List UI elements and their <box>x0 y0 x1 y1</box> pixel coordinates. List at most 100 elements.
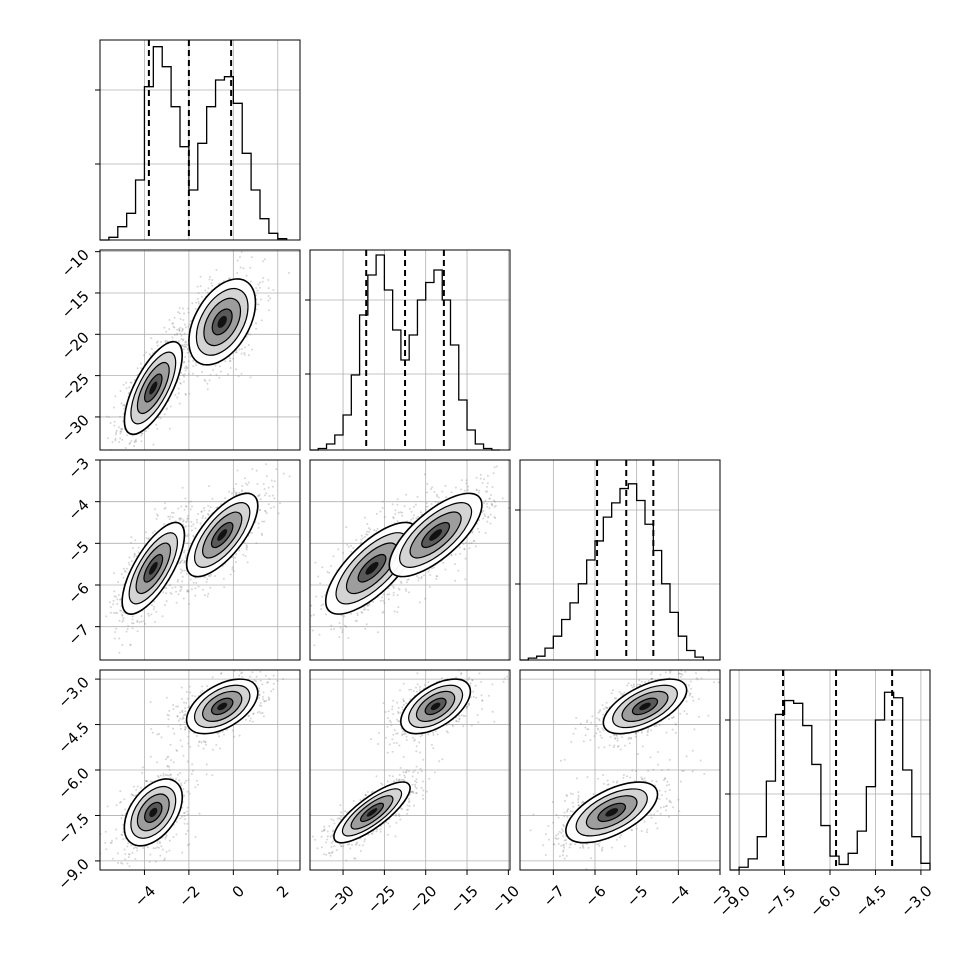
scatter-point <box>113 424 116 427</box>
scatter-point <box>470 542 473 545</box>
scatter-point <box>387 598 390 601</box>
scatter-point <box>186 813 189 816</box>
scatter-point <box>127 856 130 859</box>
scatter-point <box>121 438 124 441</box>
scatter-point <box>117 852 119 855</box>
scatter-point <box>179 318 182 320</box>
scatter-point <box>137 551 140 554</box>
scatter-point <box>183 551 186 554</box>
scatter-point <box>477 527 479 530</box>
scatter-point <box>166 340 169 343</box>
scatter-panel-1-0 <box>95 249 301 451</box>
scatter-point <box>423 473 426 476</box>
scatter-point <box>179 518 181 521</box>
scatter-point <box>166 765 169 768</box>
scatter-point <box>117 861 119 864</box>
scatter-point <box>106 437 109 440</box>
density-peak <box>429 529 443 541</box>
scatter-point <box>168 849 171 852</box>
scatter-point <box>117 426 120 429</box>
scatter-point <box>468 542 471 545</box>
scatter-point <box>183 343 186 346</box>
scatter-point <box>330 624 333 627</box>
scatter-point <box>233 490 236 493</box>
scatter-point <box>177 705 179 708</box>
scatter-point <box>156 733 159 736</box>
scatter-point <box>333 628 335 630</box>
scatter-point <box>171 516 174 519</box>
scatter-point <box>133 441 136 444</box>
scatter-point <box>218 365 221 368</box>
scatter-point <box>133 444 135 447</box>
scatter-point <box>420 576 423 578</box>
scatter-point <box>251 348 254 351</box>
scatter-point <box>315 595 318 598</box>
scatter-point <box>156 775 159 777</box>
scatter-point <box>184 326 187 329</box>
scatter-point <box>408 507 411 510</box>
scatter-point <box>113 572 116 575</box>
scatter-point <box>184 556 187 559</box>
scatter-point <box>140 367 143 370</box>
scatter-point <box>240 490 243 493</box>
scatter-point <box>163 523 166 526</box>
scatter-point <box>321 595 324 598</box>
scatter-point <box>190 588 193 591</box>
scatter-point <box>183 373 186 376</box>
scatter-point <box>169 405 172 408</box>
scatter-point <box>325 613 328 616</box>
scatter-point <box>177 392 180 395</box>
scatter-point <box>259 670 262 673</box>
scatter-point <box>131 622 134 625</box>
scatter-point <box>492 472 495 475</box>
histogram-step <box>730 691 931 871</box>
scatter-point <box>186 822 189 825</box>
scatter-point <box>130 541 132 544</box>
scatter-point <box>205 773 208 776</box>
scatter-point <box>156 514 159 517</box>
scatter-point <box>182 754 185 757</box>
scatter-point <box>182 380 185 383</box>
scatter-point <box>183 822 186 825</box>
scatter-point <box>465 479 468 482</box>
scatter-point <box>177 507 180 510</box>
scatter-point <box>120 402 123 405</box>
scatter-point <box>195 364 198 367</box>
scatter-point <box>140 620 143 623</box>
scatter-point <box>164 502 167 505</box>
scatter-point <box>261 683 264 686</box>
scatter-point <box>164 341 167 343</box>
scatter-point <box>486 482 489 485</box>
scatter-point <box>410 518 413 521</box>
scatter-point <box>207 592 210 595</box>
scatter-point <box>156 846 159 849</box>
scatter-point <box>157 416 160 419</box>
scatter-point <box>183 811 186 814</box>
scatter-point <box>330 628 333 631</box>
scatter-point <box>191 505 193 508</box>
scatter-point <box>166 774 169 777</box>
scatter-point <box>194 308 197 310</box>
scatter-point <box>450 553 453 556</box>
scatter-point <box>483 502 485 504</box>
scatter-point <box>200 295 203 298</box>
scatter-point <box>114 433 117 436</box>
scatter-point <box>208 485 211 488</box>
scatter-point <box>198 741 200 744</box>
scatter-point <box>118 637 121 640</box>
panel-frame <box>309 459 511 661</box>
scatter-point <box>182 520 185 523</box>
scatter-point <box>396 594 399 596</box>
scatter-point <box>179 382 182 385</box>
scatter-point <box>161 615 164 618</box>
scatter-point <box>188 792 191 795</box>
scatter-point <box>393 586 395 589</box>
scatter-point <box>185 521 188 524</box>
scatter-point <box>434 500 437 503</box>
scatter-point <box>148 537 150 540</box>
scatter-point <box>322 603 325 606</box>
scatter-point <box>234 492 237 494</box>
scatter-point <box>251 532 253 534</box>
scatter-point <box>368 603 371 606</box>
scatter-point <box>418 601 421 604</box>
